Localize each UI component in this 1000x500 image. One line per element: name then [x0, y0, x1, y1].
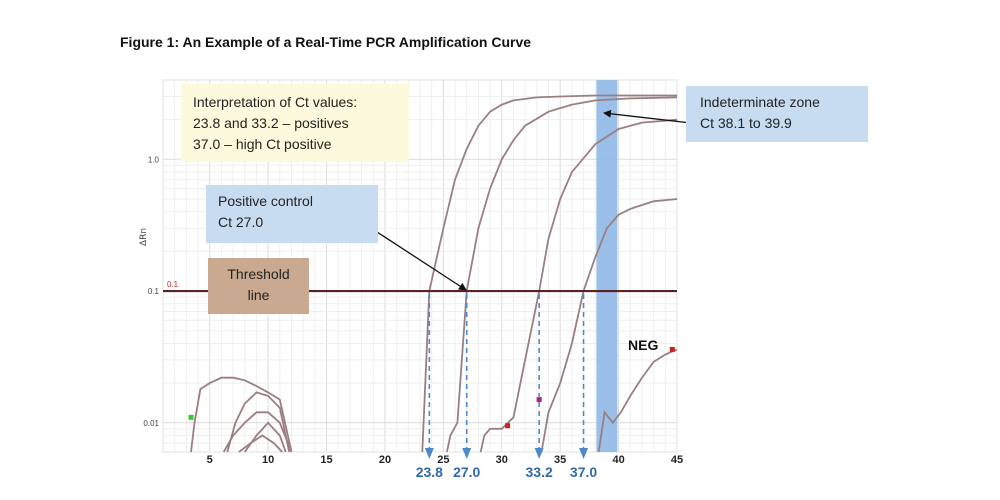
- y-tick-label: 0.1: [148, 287, 160, 296]
- ct-value-label: 27.0: [453, 464, 480, 480]
- x-tick-label: 15: [320, 454, 332, 466]
- positive-control-line: Ct 27.0: [218, 214, 264, 230]
- x-tick-label: 5: [207, 454, 213, 466]
- interpretation-line: 23.8 and 33.2 – positives: [193, 115, 349, 131]
- x-tick-label: 30: [496, 454, 508, 466]
- threshold-note-line: Threshold: [227, 266, 290, 282]
- curve-point-marker-3: [536, 397, 542, 403]
- ct-value-label: 37.0: [570, 464, 597, 480]
- neg-label: NEG: [628, 337, 659, 353]
- ct-markers: 23.8 27.0 33.2 37.0: [416, 294, 597, 480]
- x-tick-label: 20: [379, 454, 391, 466]
- ct-arrow: [579, 448, 589, 459]
- threshold-value-label: 0.1: [167, 280, 179, 289]
- amplification-curve-5: [597, 348, 678, 453]
- x-tick-label: 40: [612, 454, 624, 466]
- indeterminate-line: Ct 38.1 to 39.9: [700, 115, 792, 131]
- interpretation-line: 37.0 – high Ct positive: [193, 136, 332, 152]
- amplification-curve-8: [222, 411, 293, 453]
- plot-frame: [162, 79, 678, 453]
- indeterminate-zone-layer: [596, 80, 618, 452]
- ct-value-label: 23.8: [416, 464, 443, 480]
- axis-labels: 5 10 15 20 25 30 35 40 45 1.0 0.1 0.01 ΔRn: [139, 155, 683, 466]
- positive-control-line: Positive control: [218, 193, 313, 209]
- amplification-curve-10: [238, 434, 283, 453]
- x-tick-label: 45: [671, 454, 683, 466]
- figure-title: Figure 1: An Example of a Real-Time PCR …: [120, 34, 532, 50]
- amplification-curve-3: [479, 118, 678, 453]
- ct-arrow: [462, 448, 472, 459]
- x-tick-label: 10: [262, 454, 274, 466]
- curve-point-marker-2: [505, 423, 511, 429]
- positive-control-pointer: [373, 229, 467, 291]
- pointer-arrows: [373, 109, 692, 291]
- ct-arrow: [534, 448, 544, 459]
- amplification-curves: [188, 94, 678, 453]
- indeterminate-line: Indeterminate zone: [700, 94, 820, 110]
- ct-value-label: 33.2: [526, 464, 553, 480]
- indeterminate-zone: [596, 80, 618, 452]
- y-axis-label: ΔRn: [139, 228, 149, 246]
- amplification-curve-7: [226, 391, 291, 453]
- amplification-curve-4: [540, 198, 678, 453]
- curve-point-marker-4: [669, 346, 675, 352]
- ct-arrow: [424, 448, 434, 459]
- amplification-curve-1: [421, 94, 677, 453]
- indeterminate-pointer: [603, 109, 692, 124]
- curve-point-marker-1: [188, 414, 194, 420]
- interpretation-note: Interpretation of Ct values: 23.8 and 33…: [181, 84, 409, 162]
- x-tick-label: 35: [554, 454, 566, 466]
- x-tick-label: 25: [437, 454, 449, 466]
- amplification-curve-2: [446, 96, 678, 453]
- threshold-note: Threshold line: [208, 258, 309, 314]
- interpretation-line: Interpretation of Ct values:: [193, 94, 358, 110]
- threshold-note-line: line: [247, 287, 270, 303]
- positive-control-note: Positive control Ct 27.0: [206, 185, 378, 243]
- y-tick-label: 0.01: [143, 419, 159, 428]
- amplification-curve-6: [190, 376, 293, 453]
- y-tick-label: 1.0: [148, 155, 160, 164]
- indeterminate-zone-note: Indeterminate zone Ct 38.1 to 39.9: [686, 86, 868, 142]
